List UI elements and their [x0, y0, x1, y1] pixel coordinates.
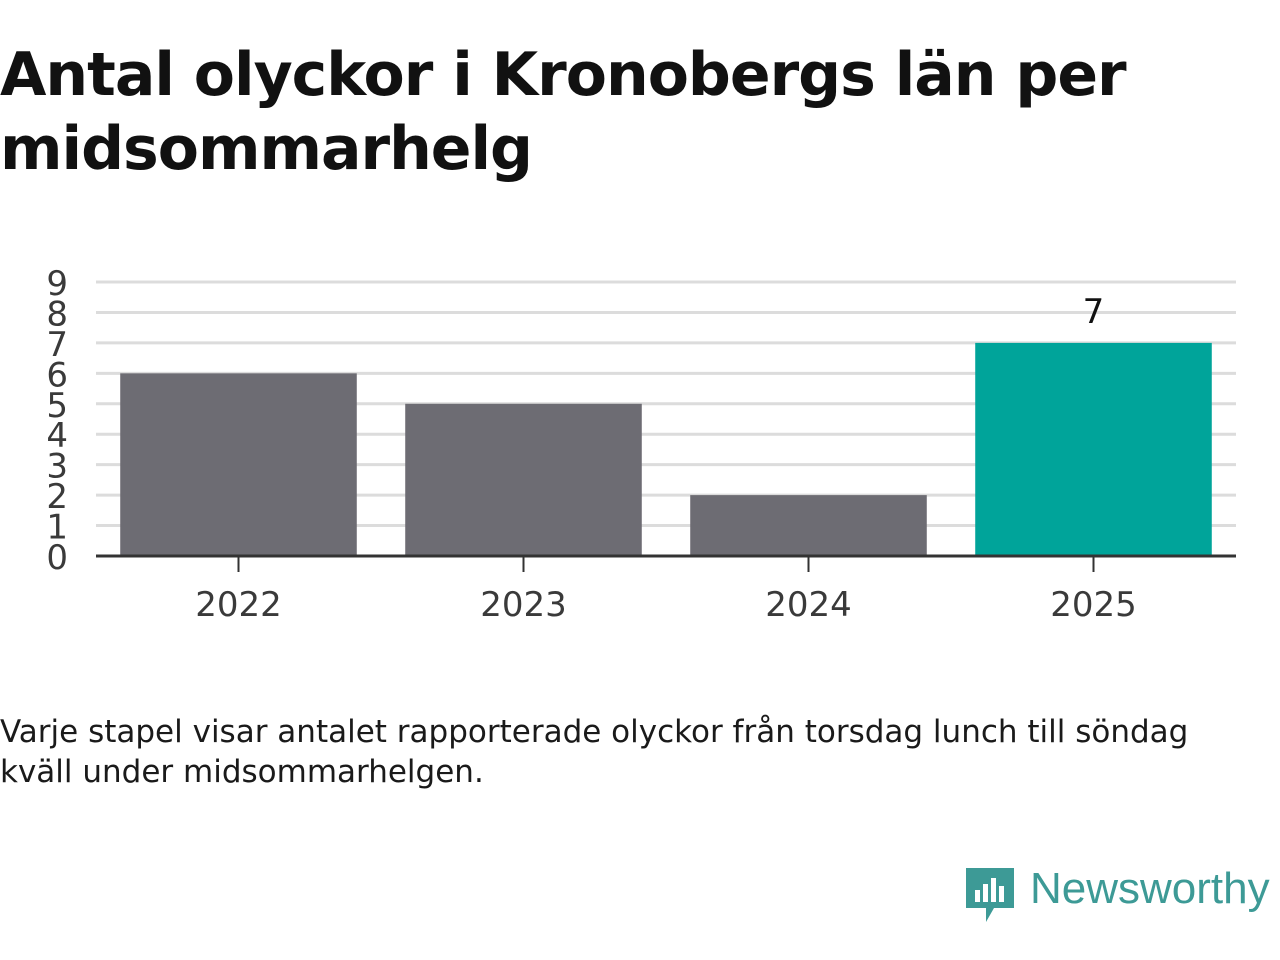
- x-tick-label: 2025: [1050, 585, 1137, 625]
- bars: [120, 342, 1212, 556]
- y-tick-label: 3: [46, 447, 68, 487]
- y-tick-label: 8: [46, 294, 68, 334]
- y-tick-label: 1: [46, 508, 68, 548]
- y-tick-label: 0: [46, 538, 68, 578]
- y-tick-label: 4: [46, 416, 68, 456]
- data-labels: 7: [1083, 292, 1105, 332]
- chart-title: Antal olyckor i Kronobergs län per midso…: [0, 40, 1127, 184]
- bar-2024: [690, 495, 927, 556]
- chart-footnote: Varje stapel visar antalet rapporterade …: [0, 714, 1189, 790]
- brand-name: Newsworthy: [1030, 864, 1270, 913]
- bar-2025: [975, 342, 1212, 556]
- x-tick-label: 2023: [480, 585, 567, 625]
- bar-2023: [405, 403, 642, 556]
- data-label: 7: [1083, 292, 1105, 332]
- newsworthy-logo-icon: [966, 868, 1014, 922]
- y-tick-label: 2: [46, 477, 68, 517]
- y-tick-label: 6: [46, 355, 68, 395]
- brand-logo: Newsworthy: [964, 864, 1280, 928]
- x-tick-label: 2022: [195, 585, 282, 625]
- x-tick-label: 2024: [765, 585, 852, 625]
- y-tick-label: 7: [46, 325, 68, 365]
- y-tick-label: 9: [46, 264, 68, 304]
- y-tick-label: 5: [46, 386, 68, 426]
- bar-2022: [120, 373, 357, 556]
- x-axis-ticks: 2022 2023 2024 2025: [195, 556, 1137, 625]
